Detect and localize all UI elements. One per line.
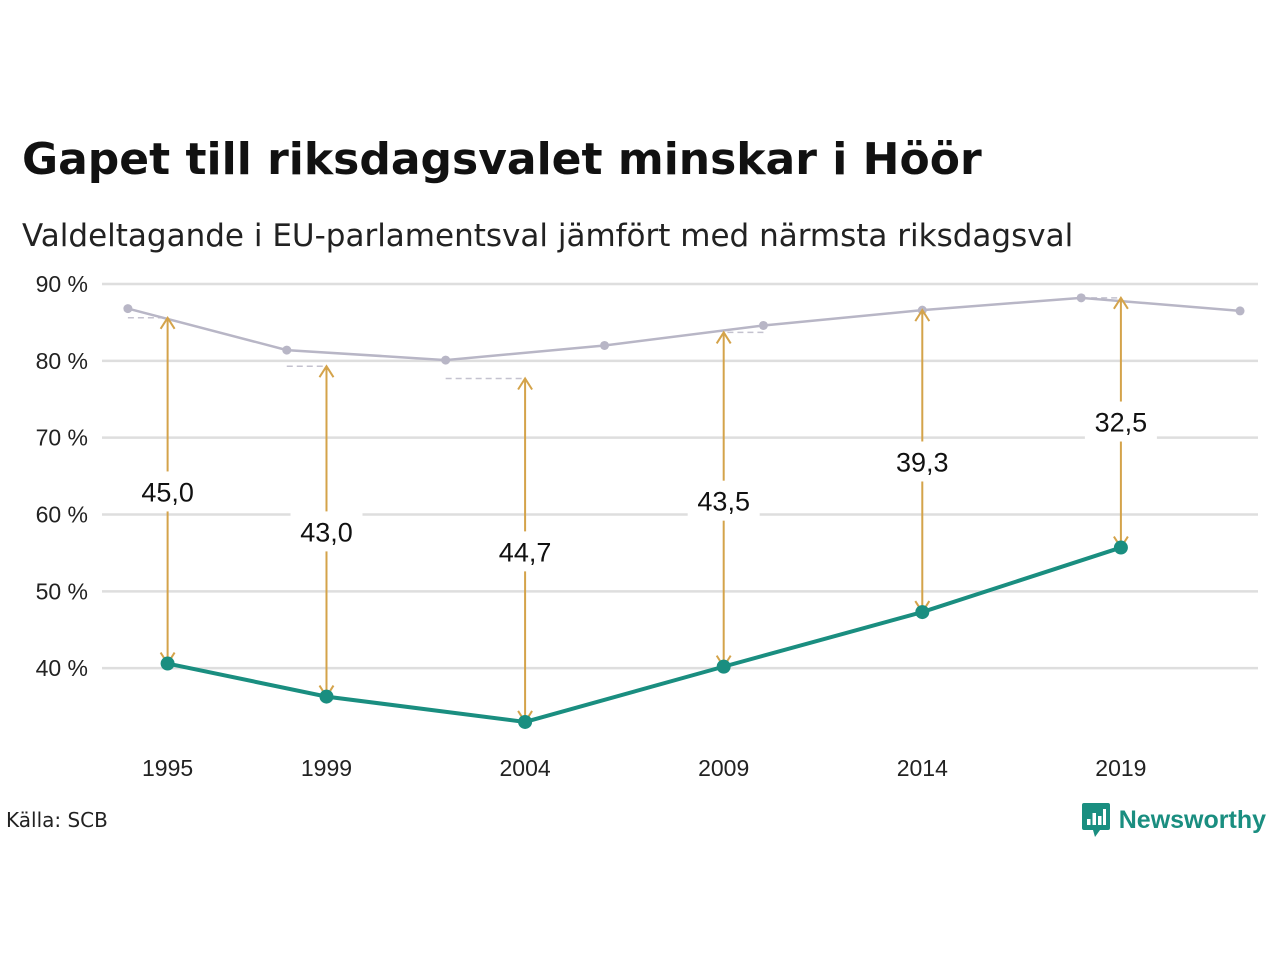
eu-point bbox=[716, 659, 731, 674]
brand-name: Newsworthy bbox=[1118, 805, 1266, 834]
eu-point bbox=[1113, 540, 1128, 555]
x-tick-label: 1995 bbox=[142, 755, 193, 781]
riksdag-line bbox=[127, 296, 1241, 362]
eu-point bbox=[160, 656, 175, 671]
y-tick-label: 40 % bbox=[36, 655, 88, 681]
y-tick-label: 90 % bbox=[36, 271, 88, 297]
eu-point bbox=[915, 605, 930, 620]
gap-label-bg bbox=[131, 471, 204, 512]
y-tick-label: 50 % bbox=[36, 578, 88, 604]
newsworthy-logo-icon bbox=[1081, 803, 1110, 837]
x-tick-label: 2009 bbox=[698, 755, 749, 781]
arrow-head-up bbox=[914, 308, 931, 322]
eu-point bbox=[319, 689, 334, 704]
riksdag-series bbox=[123, 293, 1245, 365]
arrow-head-up bbox=[517, 376, 533, 391]
gap-label: 43,0 bbox=[300, 517, 353, 547]
riksdag-point bbox=[600, 340, 610, 350]
gap-label-bg bbox=[886, 441, 959, 482]
riksdag-point bbox=[282, 345, 292, 355]
reference-lines bbox=[127, 297, 1121, 380]
riksdag-point bbox=[1235, 306, 1245, 316]
y-tick-label: 70 % bbox=[36, 425, 88, 451]
riksdag-point bbox=[441, 355, 451, 365]
chart-title: Gapet till riksdagsvalet minskar i Höör bbox=[22, 134, 982, 185]
gap-label-bg bbox=[687, 480, 760, 521]
gap-label: 44,7 bbox=[499, 537, 552, 567]
arrow-head-up bbox=[159, 315, 176, 330]
y-tick-label: 80 % bbox=[36, 348, 88, 374]
y-tick-label: 60 % bbox=[36, 502, 88, 528]
gap-labels: 45,0 43,0 44,7 43,5 39,3 32,5 bbox=[131, 401, 1157, 572]
riksdag-point bbox=[123, 304, 133, 314]
x-tick-label: 2004 bbox=[500, 755, 551, 781]
riksdag-point bbox=[1076, 293, 1086, 303]
eu-series bbox=[160, 540, 1128, 729]
arrow-head-up bbox=[715, 330, 732, 344]
eu-line bbox=[167, 545, 1122, 724]
source-note: Källa: SCB bbox=[6, 808, 108, 832]
chart-subtitle: Valdeltagande i EU-parlamentsval jämfört… bbox=[22, 218, 1074, 254]
arrow-head-up bbox=[318, 364, 335, 378]
x-tick-label: 2019 bbox=[1095, 755, 1146, 781]
gap-label-bg bbox=[1084, 401, 1157, 442]
x-tick-label: 2014 bbox=[897, 755, 948, 781]
gap-label: 32,5 bbox=[1095, 408, 1148, 438]
arrow-head-up bbox=[1113, 295, 1129, 310]
gap-label: 43,5 bbox=[697, 487, 750, 517]
gap-label: 45,0 bbox=[141, 477, 194, 507]
newsworthy-logo: Newsworthy bbox=[1081, 802, 1266, 838]
x-axis: 1995 1999 2004 2009 2014 2019 bbox=[142, 755, 1146, 781]
gap-label: 39,3 bbox=[896, 447, 949, 477]
gap-label-bg bbox=[489, 531, 562, 572]
x-tick-label: 1999 bbox=[301, 755, 352, 781]
gap-label-bg bbox=[290, 511, 363, 552]
riksdag-point bbox=[758, 320, 768, 330]
eu-point bbox=[518, 714, 533, 729]
